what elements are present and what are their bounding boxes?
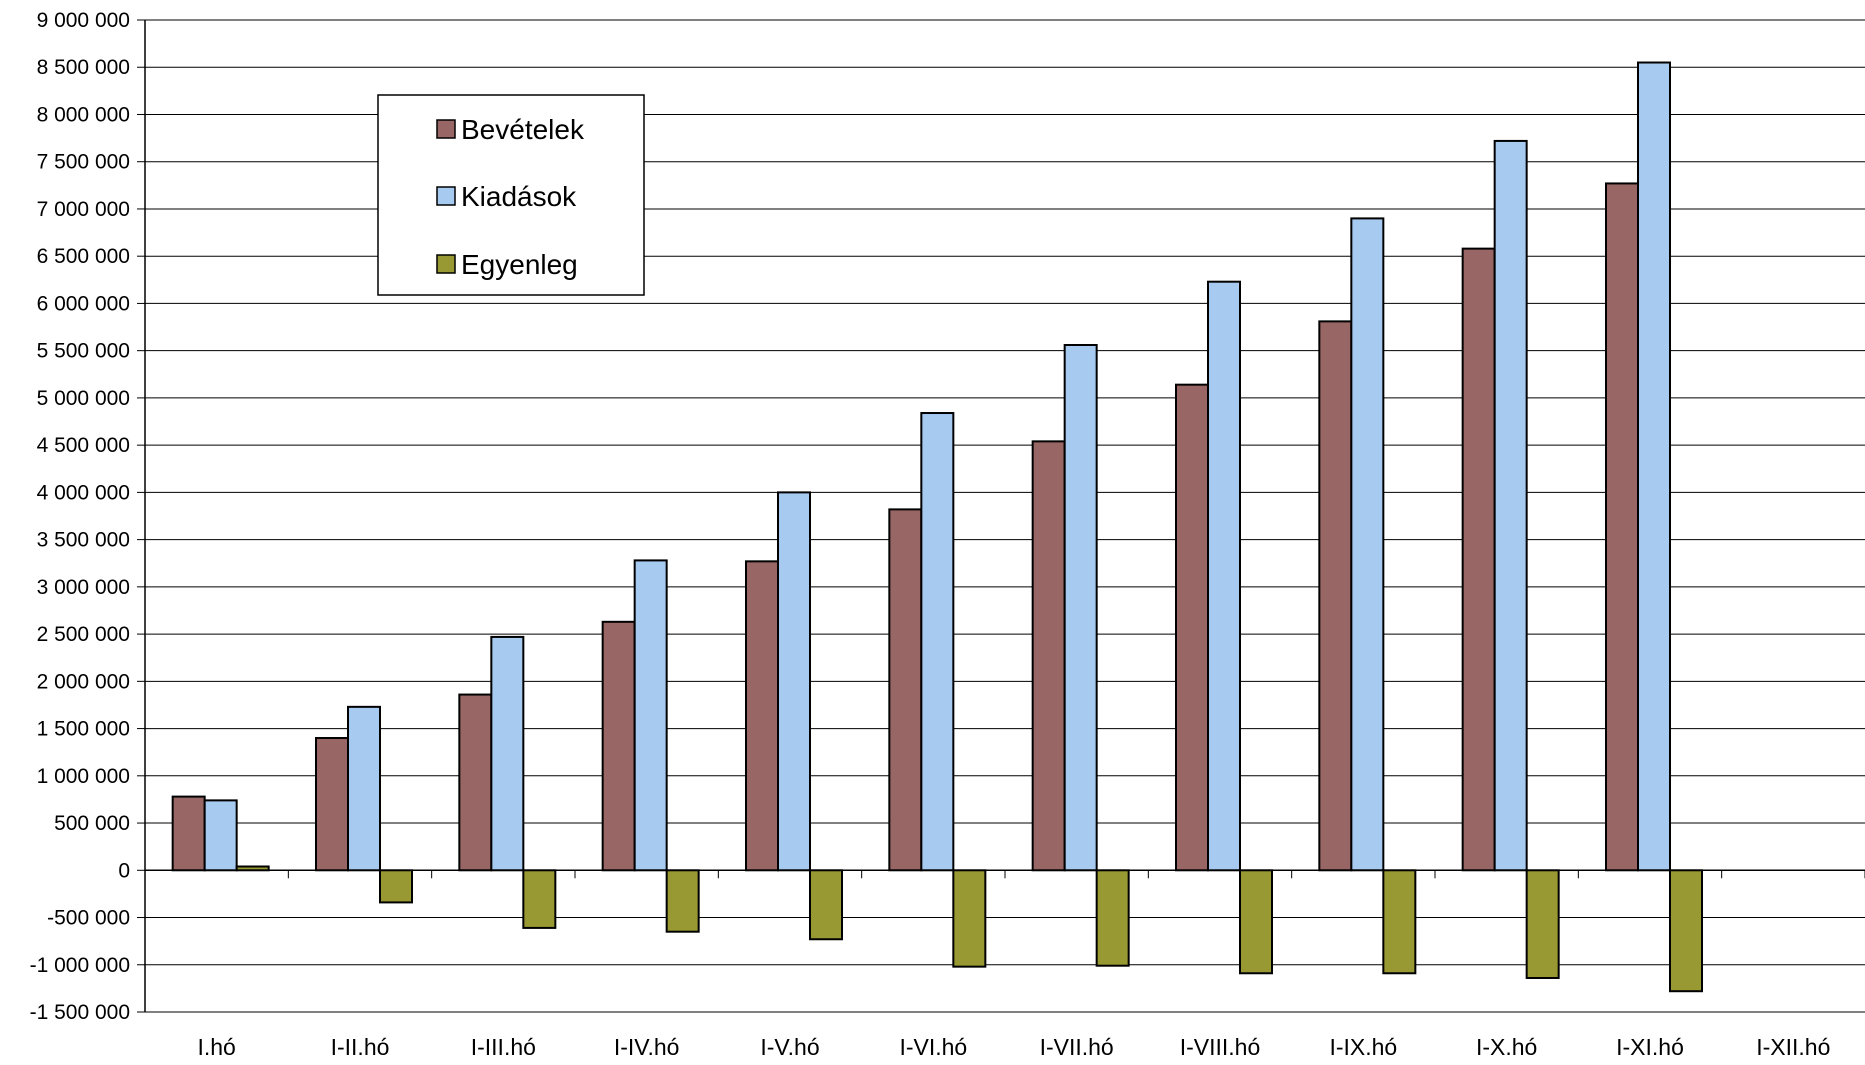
legend-label: Kiadások	[461, 181, 577, 212]
bar-kiadások	[1493, 139, 1528, 872]
y-tick-label: 9 000 000	[37, 9, 130, 32]
bar-kiadások	[1063, 343, 1098, 872]
bar-egyenleg	[379, 869, 413, 904]
y-tick-label: 4 500 000	[37, 434, 130, 457]
bar-egyenleg	[1525, 869, 1560, 979]
bar-egyenleg	[952, 869, 987, 968]
x-category-label: I-X.hó	[1476, 1034, 1537, 1060]
axes	[137, 19, 1865, 1013]
x-category-label: I-V.hó	[760, 1034, 819, 1060]
bar-kiadások	[1637, 61, 1671, 872]
y-tick-label: 8 000 000	[37, 103, 130, 126]
legend-label: Bevételek	[461, 114, 585, 145]
bar-bevételek	[315, 737, 349, 872]
y-tick-label: -500 000	[47, 907, 130, 930]
bar-bevételek	[171, 795, 206, 872]
bar-egyenleg	[809, 869, 843, 941]
y-tick-label: 3 500 000	[37, 529, 130, 552]
bar-bevételek	[1175, 383, 1209, 872]
legend-swatch	[436, 254, 456, 274]
y-tick-label: 1 500 000	[37, 718, 130, 741]
y-tick-label: 7 500 000	[37, 151, 130, 174]
bar-egyenleg	[1239, 869, 1273, 975]
y-tick-label: 7 000 000	[37, 198, 130, 221]
x-category-label: I-III.hó	[471, 1034, 536, 1060]
x-category-label: I-IV.hó	[614, 1034, 680, 1060]
y-tick-label: -1 500 000	[30, 1001, 130, 1024]
y-tick-label: -1 000 000	[30, 954, 130, 977]
bar-kiadások	[1207, 280, 1241, 872]
bar-bevételek	[1461, 247, 1496, 872]
y-axis-tick-labels: 9 000 000 8 500 000 8 000 000 7 500 000 7 00…	[30, 9, 130, 1024]
x-category-label: I-VIII.hó	[1180, 1034, 1261, 1060]
legend-box	[377, 94, 645, 296]
bars	[171, 61, 1703, 993]
bar-kiadások	[1350, 217, 1385, 872]
y-tick-label: 0	[118, 859, 130, 882]
bar-egyenleg	[1095, 869, 1130, 967]
bar-kiadások	[347, 705, 381, 872]
bar-egyenleg	[522, 869, 557, 929]
bar-bevételek	[601, 620, 636, 872]
y-tick-label: 6 000 000	[37, 292, 130, 315]
bar-kiadások	[490, 635, 525, 872]
x-category-label: I-II.hó	[331, 1034, 390, 1060]
bar-kiadások	[633, 559, 668, 872]
x-category-label: I-XI.hó	[1616, 1034, 1684, 1060]
bar-kiadások	[920, 412, 955, 872]
bar-bevételek	[1605, 182, 1639, 872]
x-category-label: I-VII.hó	[1040, 1034, 1114, 1060]
x-category-label: I-VI.hó	[899, 1034, 967, 1060]
bar-bevételek	[745, 560, 779, 872]
y-tick-label: 500 000	[54, 812, 130, 835]
y-tick-label: 6 500 000	[37, 245, 130, 268]
x-category-label: I-XII.hó	[1756, 1034, 1830, 1060]
bar-bevételek	[1031, 440, 1066, 872]
bar-egyenleg	[1669, 869, 1703, 993]
bar-bevételek	[458, 693, 493, 872]
legend-swatch	[436, 186, 456, 206]
y-tick-label: 3 000 000	[37, 576, 130, 599]
y-tick-label: 8 500 000	[37, 56, 130, 79]
y-tick-label: 5 000 000	[37, 387, 130, 410]
legend: Bevételek Kiadások Egyenleg	[377, 94, 645, 296]
bar-bevételek	[888, 508, 923, 872]
bar-egyenleg	[1382, 869, 1417, 975]
bar-egyenleg	[665, 869, 700, 933]
bar-kiadások	[203, 799, 238, 872]
y-tick-label: 1 000 000	[37, 765, 130, 788]
y-tick-label: 2 500 000	[37, 623, 130, 646]
y-tick-label: 4 000 000	[37, 481, 130, 504]
y-tick-label: 2 000 000	[37, 670, 130, 693]
y-tick-label: 5 500 000	[37, 340, 130, 363]
x-category-label: I.hó	[197, 1034, 235, 1060]
bar-kiadások	[777, 491, 811, 872]
legend-label: Egyenleg	[461, 249, 578, 280]
legend-swatch	[436, 119, 456, 139]
bar-bevételek	[1318, 320, 1353, 872]
x-axis-category-labels: I.hó I-II.hó I-III.hó I-IV.hó I-V.hó I-VI.hó I…	[197, 1034, 1830, 1060]
x-category-label: I-IX.hó	[1329, 1034, 1397, 1060]
